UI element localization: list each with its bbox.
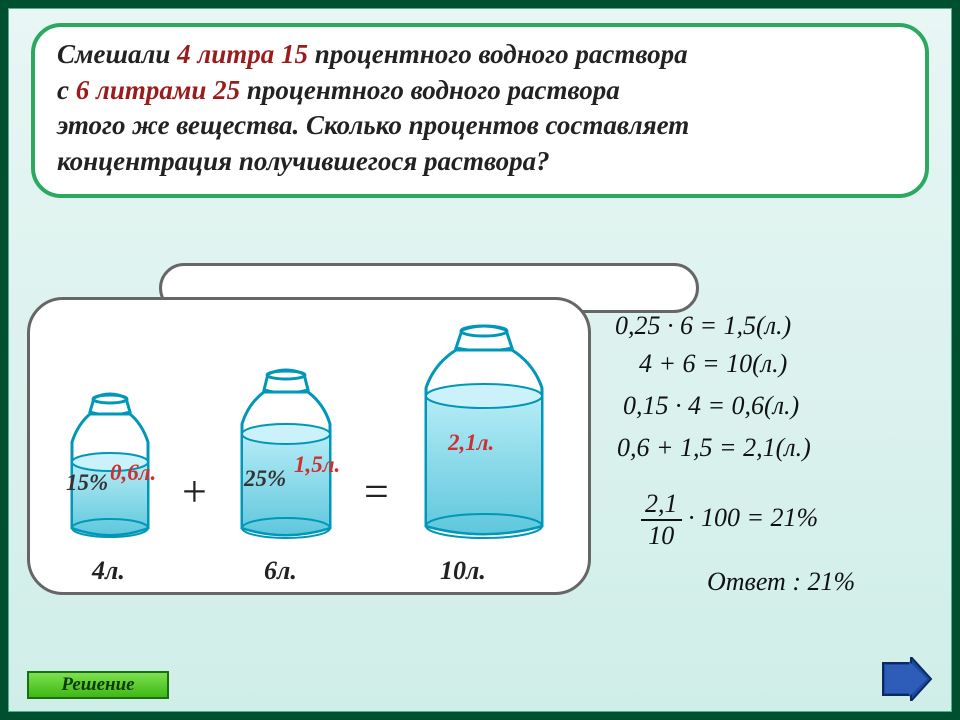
answer-text: Ответ : 21% <box>707 567 855 597</box>
fraction-num: 2,1 <box>641 489 682 521</box>
t: процентного водного раствора <box>308 39 688 69</box>
jars-panel: 15% 0,6л. 4л. + 25% 1,5л. 6л. = <box>27 297 591 595</box>
slide: Смешали 4 литра 15 процентного водного р… <box>8 8 952 712</box>
problem-text-box: Смешали 4 литра 15 процентного водного р… <box>31 23 929 198</box>
t: этого же вещества. Сколько процентов сос… <box>57 110 689 140</box>
calc-line-3: 0,15 · 4 = 0,6(л.) <box>623 391 799 421</box>
jar-3-amount: 2,1л. <box>448 430 494 456</box>
solution-button-label: Решение <box>61 674 134 695</box>
jar-1-amount: 0,6л. <box>110 460 156 486</box>
next-button[interactable] <box>877 657 933 701</box>
calc-line-1: 0,25 · 6 = 1,5(л.) <box>615 311 791 341</box>
calc-line-2: 4 + 6 = 10(л.) <box>639 349 787 379</box>
solution-button[interactable]: Решение <box>27 671 169 699</box>
t: процентного водного раствора <box>240 75 620 105</box>
jar-2-pct: 25% <box>244 466 286 492</box>
jar-1-pct: 15% <box>66 470 108 496</box>
plus-symbol: + <box>182 466 207 517</box>
jar-2-amount: 1,5л. <box>294 452 340 478</box>
t: с <box>57 75 76 105</box>
problem-text: Смешали 4 литра 15 процентного водного р… <box>57 39 689 176</box>
t: Смешали <box>57 39 177 69</box>
t-hl: 6 литрами 25 <box>76 75 240 105</box>
fraction-tail: · 100 = 21% <box>682 503 819 532</box>
calc-fraction: 2,1 10 · 100 = 21% <box>641 489 818 551</box>
fraction-den: 10 <box>641 521 682 551</box>
t-hl: 4 литра 15 <box>177 39 308 69</box>
arrow-right-icon <box>877 657 933 701</box>
jar-1-volume: 4л. <box>92 556 125 586</box>
calc-line-4: 0,6 + 1,5 = 2,1(л.) <box>617 433 811 463</box>
fraction: 2,1 10 <box>641 489 682 551</box>
jar-2-volume: 6л. <box>264 556 297 586</box>
equals-symbol: = <box>364 466 389 517</box>
jar-3-volume: 10л. <box>440 556 486 586</box>
t: концентрация получившегося раствора? <box>57 146 550 176</box>
